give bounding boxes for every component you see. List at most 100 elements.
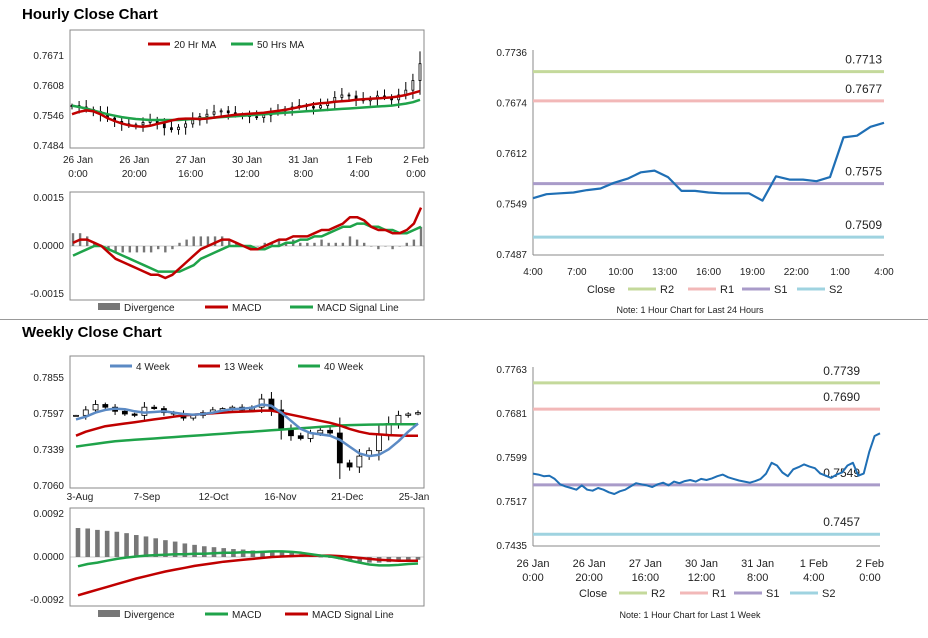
hourly-candle-body (184, 123, 188, 128)
hourly-price-y-tick: 0.7608 (33, 81, 64, 92)
weekly-candle-body (346, 462, 353, 468)
weekly-price-legend-label: 40 Week (324, 362, 364, 373)
weekly-divergence-bar (104, 530, 110, 557)
weekly-divergence-bar (153, 538, 159, 557)
hourly-line-x-tick: 1:00 (830, 267, 850, 278)
weekly-divergence-bar (124, 533, 129, 557)
hourly-divergence-bar (256, 246, 259, 247)
section-divider (0, 319, 928, 320)
weekly-close-line (532, 432, 881, 495)
weekly-price-y-tick: 0.7339 (33, 445, 64, 456)
weekly-line-x-tick: 1 Feb (800, 558, 828, 570)
hourly-line-legend-label: S2 (829, 284, 842, 296)
weekly-candle-body (327, 429, 333, 434)
hourly-line-x-tick: 4:00 (523, 267, 543, 278)
hourly-price-x-tick: 1 Feb (347, 155, 373, 166)
hourly-candle-body (319, 105, 322, 109)
weekly-price-x-tick: 21-Dec (331, 492, 363, 503)
hourly-divergence-bar (142, 246, 146, 253)
hourly-divergence-bar (135, 246, 139, 253)
weekly-level-label: 0.7690 (823, 390, 860, 404)
weekly-macd-legend-label: MACD Signal Line (312, 610, 394, 621)
hourly-price-x-tick: 20:00 (122, 169, 147, 180)
weekly-w13-line (75, 409, 418, 437)
weekly-divergence-bar (269, 551, 275, 557)
hourly-candle-body (219, 110, 223, 113)
hourly-line-legend-label: R2 (660, 284, 674, 296)
hourly-line-x-tick: 10:00 (608, 267, 633, 278)
hourly-divergence-bar (199, 236, 203, 246)
hourly-divergence-bar (384, 246, 387, 247)
hourly-candle-body (205, 113, 209, 118)
hourly-divergence-bar (178, 242, 181, 246)
hourly-candle-body (340, 94, 344, 98)
hourly-divergence-bar (348, 236, 352, 246)
hourly-candle-body (191, 119, 195, 125)
hourly-divergence-bar (341, 242, 345, 246)
weekly-divergence-bar (347, 557, 353, 561)
weekly-line-legend-label: Close (579, 588, 607, 600)
hourly-line-x-tick: 16:00 (696, 267, 721, 278)
hourly-close-line (532, 121, 885, 202)
hourly-price-frame (69, 29, 425, 149)
hourly-divergence-bar (327, 242, 330, 246)
hourly-divergence-bar (114, 246, 117, 253)
hourly-price-x-tick: 30 Jan (232, 155, 262, 166)
hourly-macd-legend-label: MACD (232, 303, 261, 314)
hourly-divergence-bar (270, 242, 274, 246)
hourly-divergence-bar (320, 239, 323, 246)
hourly-candle-body (411, 80, 415, 91)
weekly-line-y-tick: 0.7763 (496, 365, 527, 376)
hourly-divergence-bar (71, 233, 75, 246)
weekly-macd-y-tick: 0.0092 (33, 509, 64, 520)
weekly-divergence-bar (85, 528, 91, 557)
hourly-level-label: 0.7509 (845, 218, 882, 232)
hourly-divergence-bar (334, 242, 337, 246)
hourly-divergence-bar (299, 242, 302, 246)
weekly-divergence-bar (172, 541, 178, 557)
weekly-divergence-bar (163, 540, 168, 557)
weekly-signal-line (77, 554, 418, 597)
weekly-divergence-bar (201, 546, 207, 557)
hourly-divergence-bar (107, 246, 110, 250)
weekly-line-x-tick: 0:00 (859, 572, 880, 584)
hourly-macd-legend-marker (98, 303, 120, 310)
hourly-price-x-tick: 4:00 (350, 169, 370, 180)
weekly-candle-body (131, 413, 138, 416)
hourly-line-note: Note: 1 Hour Chart for Last 24 Hours (616, 305, 764, 315)
weekly-divergence-bar (95, 529, 100, 557)
weekly-candle-body (405, 413, 412, 416)
weekly-macd-y-tick: 0.0000 (33, 552, 64, 563)
hourly-macd-y-tick: -0.0015 (30, 289, 64, 300)
hourly-price-x-tick: 8:00 (294, 169, 314, 180)
hourly-divergence-bar (171, 246, 174, 250)
weekly-divergence-bar (415, 557, 421, 560)
weekly-level-label: 0.7457 (823, 515, 860, 529)
weekly-line-y-tick: 0.7517 (496, 497, 527, 508)
hourly-divergence-bar (206, 236, 210, 246)
weekly-candle-body (92, 404, 99, 411)
hourly-price-x-tick: 16:00 (178, 169, 203, 180)
weekly-section-title: Weekly Close Chart (22, 324, 162, 341)
weekly-candle-body (356, 455, 363, 468)
hourly-line-legend-label: R1 (720, 284, 734, 296)
weekly-line-x-tick: 27 Jan (629, 558, 662, 570)
hourly-line-legend-label: Close (587, 284, 615, 296)
weekly-divergence-bar (114, 531, 120, 557)
hourly-divergence-bar (185, 239, 188, 246)
hourly-section-title: Hourly Close Chart (22, 6, 158, 23)
weekly-divergence-bar (250, 550, 256, 557)
hourly-candle-body (255, 116, 259, 119)
weekly-price-y-tick: 0.7855 (33, 373, 64, 384)
hourly-price-x-tick: 2 Feb (403, 155, 429, 166)
hourly-price-x-tick: 27 Jan (176, 155, 206, 166)
weekly-line-x-tick: 26 Jan (573, 558, 606, 570)
hourly-divergence-bar (164, 246, 167, 253)
hourly-divergence-bar (149, 246, 153, 253)
hourly-divergence-bar (370, 246, 373, 247)
hourly-level-label: 0.7713 (845, 53, 882, 67)
hourly-divergence-bar (192, 236, 195, 246)
hourly-candle-body (226, 110, 230, 114)
hourly-divergence-bar (391, 246, 394, 250)
hourly-divergence-bar (284, 242, 288, 246)
